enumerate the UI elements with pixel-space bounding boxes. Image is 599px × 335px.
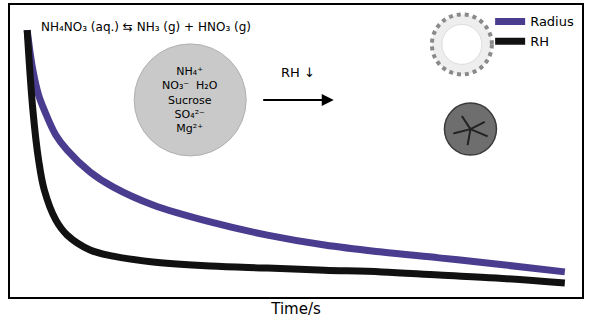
svg-text:NH₄⁺NO₃⁻ H₂OSucroseSO₄²⁻Mg²⁺: NH₄⁺NO₃⁻ H₂OSucroseSO₄²⁻Mg²⁺: [162, 65, 218, 135]
svg-text:NH₄NO₃ (aq.) ⇆ NH₃ (g) + HNO₃: NH₄NO₃ (aq.) ⇆ NH₃ (g) + HNO₃ (g): [41, 20, 251, 34]
svg-text:RH: RH: [530, 34, 549, 49]
svg-text:RH ↓: RH ↓: [281, 65, 315, 80]
svg-text:Time/s: Time/s: [270, 300, 321, 318]
svg-text:Radius: Radius: [530, 14, 574, 29]
